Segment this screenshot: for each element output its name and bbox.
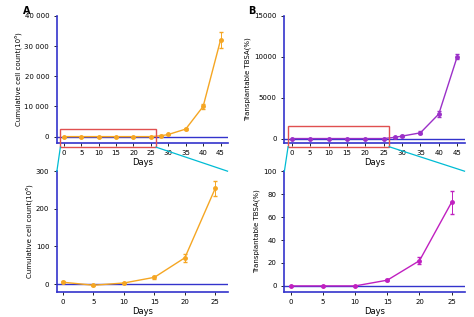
Y-axis label: Transplantable TBSA(%): Transplantable TBSA(%) <box>245 37 252 121</box>
Y-axis label: Cumulative cell count(10⁶): Cumulative cell count(10⁶) <box>14 32 22 126</box>
Y-axis label: Cumulative cell count(10⁶): Cumulative cell count(10⁶) <box>26 184 33 278</box>
Bar <box>60 129 156 147</box>
Y-axis label: Transplantable TBSA(%): Transplantable TBSA(%) <box>254 190 261 273</box>
Text: B: B <box>248 6 256 16</box>
X-axis label: Days: Days <box>132 158 153 167</box>
Text: A: A <box>23 6 30 16</box>
X-axis label: Days: Days <box>132 307 153 316</box>
Bar <box>288 126 389 147</box>
X-axis label: Days: Days <box>364 158 385 167</box>
X-axis label: Days: Days <box>364 307 385 316</box>
